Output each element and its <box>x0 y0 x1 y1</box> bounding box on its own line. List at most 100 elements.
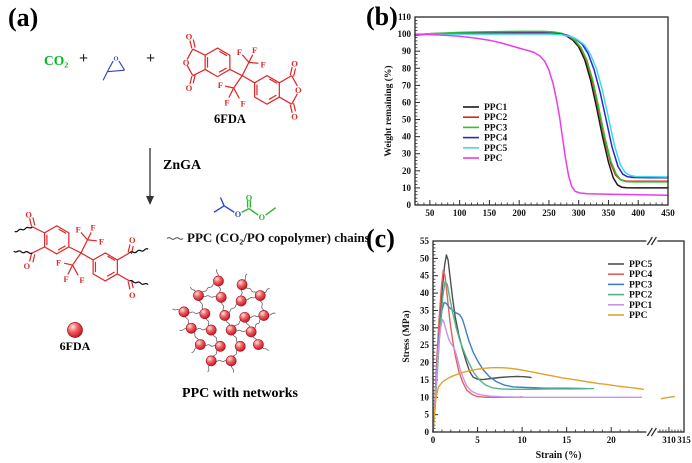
6fda-sphere-icon <box>67 322 83 338</box>
plus-sign-2: + <box>146 50 156 67</box>
svg-text:80: 80 <box>402 63 412 73</box>
svg-text:50: 50 <box>420 253 430 263</box>
atom-label: F <box>79 276 84 285</box>
network-caption: PPC with networks <box>182 386 298 401</box>
series-PPC4 <box>432 269 523 433</box>
plot-border <box>414 16 669 206</box>
svg-text:PPC3: PPC3 <box>484 123 507 133</box>
arrowhead-icon <box>146 196 154 205</box>
svg-text:0: 0 <box>407 200 412 210</box>
svg-text:10: 10 <box>402 183 412 193</box>
svg-text:10: 10 <box>420 392 430 402</box>
atom-label: F <box>261 59 266 69</box>
plot-border <box>432 240 685 433</box>
series-PPC <box>414 33 669 197</box>
legend-entry-PPC: PPC <box>608 311 648 321</box>
plot-area: 50 100 150 200 250 300 350 400 450 0 10 20 30 40 50 60 7… <box>398 12 676 218</box>
atom-label: O <box>259 213 266 222</box>
co2-formula: CO₂ <box>44 53 69 68</box>
axis-break <box>646 237 658 245</box>
series-PPC5 <box>414 33 669 178</box>
atom-label: F <box>56 258 61 267</box>
svg-text:PPC: PPC <box>484 154 503 164</box>
atom-label: F <box>99 238 104 247</box>
legend-entry-PPC: PPC <box>463 154 503 164</box>
svg-text:25: 25 <box>420 340 430 350</box>
series-PPC-tail <box>660 395 676 400</box>
panel-c-label: (c) <box>366 224 395 253</box>
svg-text:90: 90 <box>402 46 412 56</box>
svg-text:PPC: PPC <box>629 311 648 321</box>
atom-label: O <box>129 291 136 300</box>
svg-text:110: 110 <box>398 12 412 22</box>
svg-text:450: 450 <box>661 208 675 218</box>
svg-text:40: 40 <box>402 132 412 142</box>
stress-strain-chart: 0 5 10 15 20 310 315 0 5 10 15 20 25 30 35 40 45 50 55 PPC5… <box>401 236 691 461</box>
plus-sign-1: + <box>79 50 89 67</box>
atom-label: O <box>114 55 119 62</box>
svg-text:20: 20 <box>402 166 412 176</box>
carbonate-bonds-green <box>241 200 277 216</box>
atom-label: O <box>25 211 32 220</box>
crosslinked-bonds <box>13 217 149 290</box>
svg-text:150: 150 <box>483 208 497 218</box>
legend-entry-PPC5: PPC5 <box>463 144 507 154</box>
atom-label: O <box>295 85 302 95</box>
svg-text:PPC4: PPC4 <box>484 134 507 144</box>
svg-text:250: 250 <box>542 208 556 218</box>
svg-text:PPC1: PPC1 <box>484 103 507 113</box>
svg-text:100: 100 <box>398 29 412 39</box>
series-PPC3 <box>414 30 669 183</box>
svg-text:30: 30 <box>402 149 412 159</box>
panel-b-label: (b) <box>366 2 398 31</box>
atom-label: O <box>183 57 190 67</box>
svg-text:60: 60 <box>402 97 412 107</box>
y-axis-label: Weight remaining (%) <box>383 65 394 156</box>
svg-text:PPC1: PPC1 <box>629 301 652 311</box>
svg-text:30: 30 <box>420 323 430 333</box>
svg-text:70: 70 <box>402 80 412 90</box>
svg-text:20: 20 <box>420 358 430 368</box>
reaction-arrow <box>146 148 154 205</box>
chain-squiggle-icon <box>166 237 184 240</box>
chains-legend-label: PPC (CO₂/PO copolymer) chains <box>187 230 370 245</box>
legend-entry-PPC5: PPC5 <box>608 260 652 270</box>
svg-text:PPC3: PPC3 <box>629 280 652 290</box>
tga-chart: 50 100 150 200 250 300 350 400 450 0 10 20 30 40 50 60 7… <box>383 12 676 218</box>
legend-entry-PPC4: PPC4 <box>463 134 507 144</box>
atom-label: O <box>186 32 193 42</box>
svg-text:300: 300 <box>572 208 586 218</box>
svg-text:10: 10 <box>518 435 528 445</box>
series-PPC5 <box>432 254 532 433</box>
atom-label: F <box>63 275 68 284</box>
atom-label: F <box>224 97 229 107</box>
atom-label: F <box>252 45 257 55</box>
propylene-oxide-structure: O <box>102 55 126 81</box>
svg-text:100: 100 <box>453 208 467 218</box>
atom-label: O <box>246 193 253 202</box>
6fda-bonds <box>186 39 298 113</box>
atom-label: F <box>91 224 96 233</box>
series-PPC2 <box>414 31 669 182</box>
series-PPC4 <box>414 32 669 179</box>
legend-entry-PPC1: PPC1 <box>608 301 652 311</box>
svg-text:PPC2: PPC2 <box>484 113 507 123</box>
network-chains <box>172 269 276 373</box>
legend-entry-PPC2: PPC2 <box>463 113 507 123</box>
panel-a-label: (a) <box>8 3 39 32</box>
svg-text:PPC5: PPC5 <box>629 260 652 270</box>
atom-label: F <box>218 80 223 90</box>
legend-entry-PPC2: PPC2 <box>608 291 652 301</box>
atom-label: O <box>186 83 193 93</box>
series-PPC1 <box>432 318 643 433</box>
legend-entry-PPC3: PPC3 <box>608 280 652 290</box>
ppc-network-illustration <box>172 269 276 373</box>
atom-label: O <box>129 236 136 245</box>
svg-text:45: 45 <box>420 271 430 281</box>
legend-entry-PPC1: PPC1 <box>463 103 507 113</box>
plot-area: 0 5 10 15 20 310 315 0 5 10 15 20 25 30 35 40 45 50 55 PPC5… <box>420 236 691 445</box>
atom-label: O <box>291 58 298 68</box>
